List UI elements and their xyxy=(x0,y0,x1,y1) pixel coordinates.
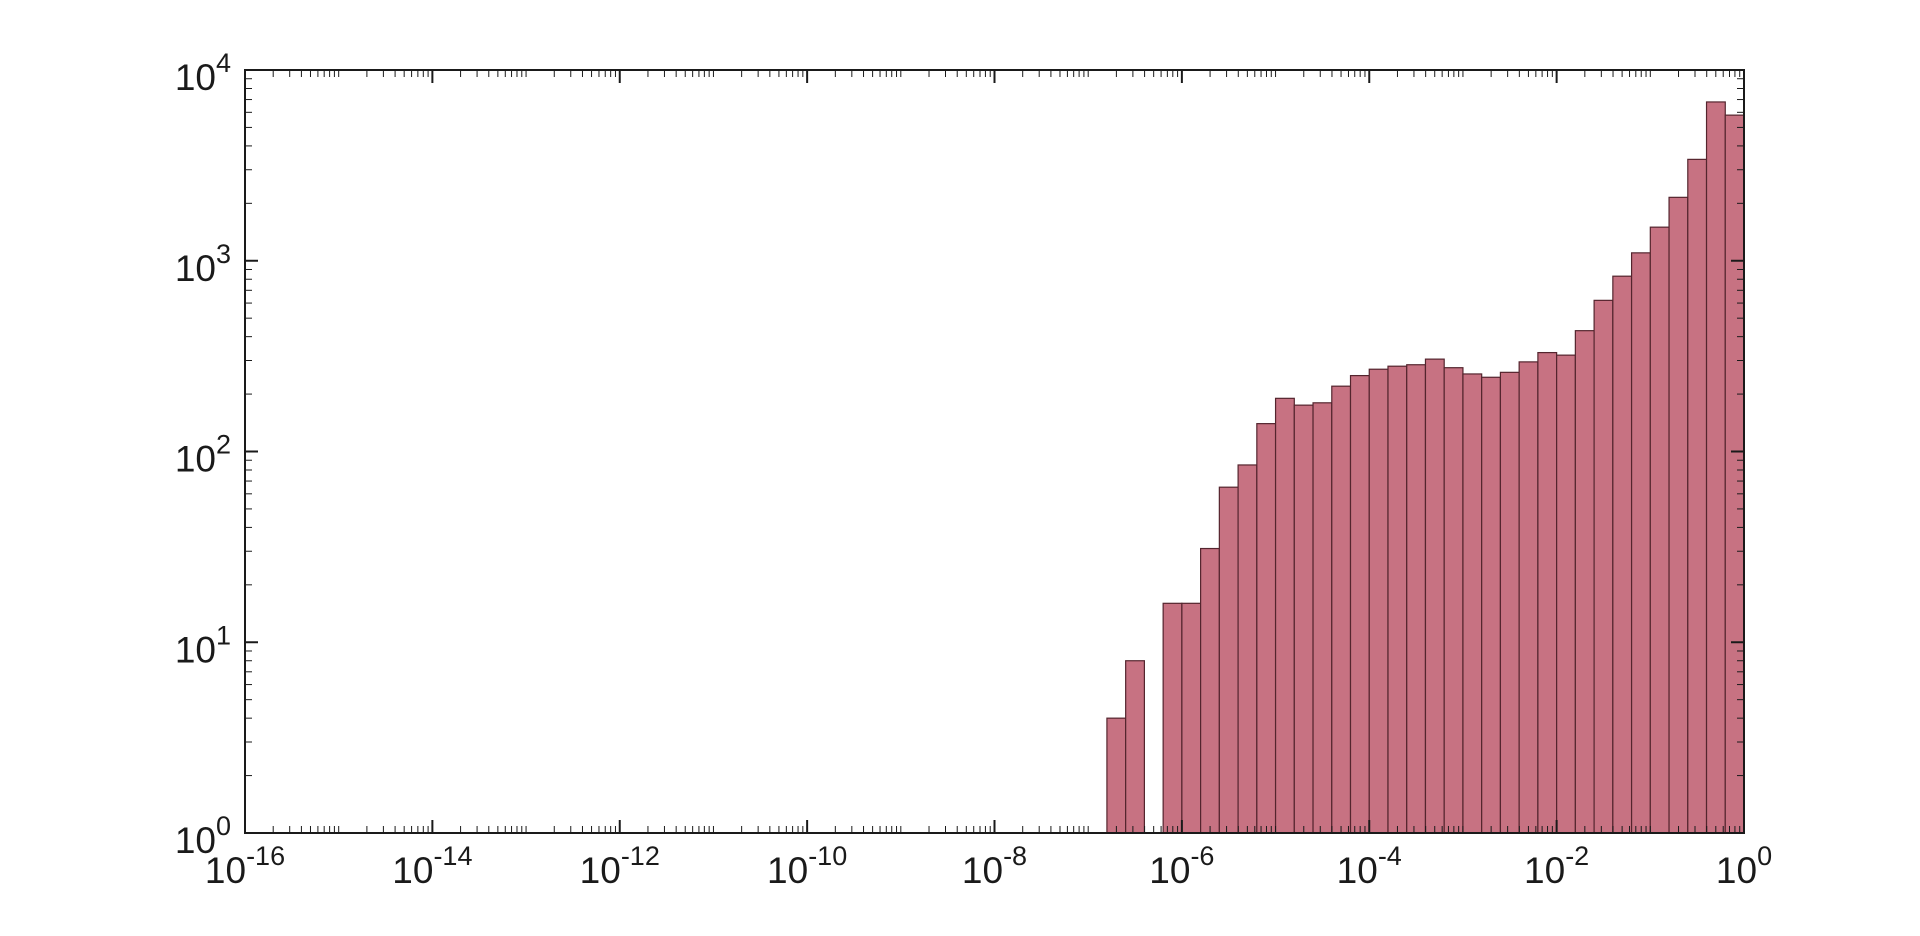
x-tick-label: 100 xyxy=(1716,841,1772,891)
histogram-bar xyxy=(1387,365,1408,834)
bars xyxy=(1106,101,1745,834)
tick-labels: 10-16 10-14 10-12 10-10 10-8 10-6 10-4 10-2 100 1… xyxy=(175,48,1772,891)
histogram-bar xyxy=(1274,397,1295,834)
y-tick-label: 104 xyxy=(175,48,231,98)
x-tick-label: 10-12 xyxy=(580,841,660,891)
histogram-bar xyxy=(1443,367,1464,834)
histogram-bar xyxy=(1649,226,1670,834)
y-tick-label: 103 xyxy=(175,239,231,289)
histogram-bar xyxy=(1293,404,1314,834)
axis-ticks xyxy=(244,69,1745,834)
histogram-bar xyxy=(1630,252,1651,834)
histogram-bar xyxy=(1462,373,1483,834)
histogram-bar xyxy=(1481,376,1502,834)
histogram-bar xyxy=(1256,423,1277,834)
histogram-bar xyxy=(1593,299,1614,834)
x-tick-label: 10-16 xyxy=(205,841,285,891)
histogram-bar xyxy=(1218,486,1239,834)
x-tick-label: 10-6 xyxy=(1149,841,1214,891)
histogram-bar xyxy=(1106,717,1127,834)
histogram-bar xyxy=(1537,351,1558,834)
histogram-bar xyxy=(1200,547,1220,834)
histogram-bar xyxy=(1331,385,1352,834)
y-tick-label: 100 xyxy=(175,811,231,861)
x-tick-label: 10-2 xyxy=(1524,841,1589,891)
histogram-bar xyxy=(1574,330,1595,834)
histogram-bar xyxy=(1181,602,1202,834)
histogram-bar xyxy=(1406,364,1427,834)
y-tick-label: 101 xyxy=(175,620,231,670)
histogram-bar xyxy=(1162,602,1183,834)
histogram-bar xyxy=(1125,660,1146,834)
histogram-bar xyxy=(1687,158,1708,834)
histogram-bar xyxy=(1499,371,1520,834)
histogram-bar xyxy=(1237,464,1258,834)
histogram-bar xyxy=(1724,114,1745,834)
x-tick-label: 10-10 xyxy=(767,841,847,891)
axis-box xyxy=(244,69,1745,834)
x-tick-label: 10-8 xyxy=(962,841,1027,891)
histogram-bar xyxy=(1705,101,1726,834)
x-tick-label: 10-14 xyxy=(392,841,472,891)
histogram-bar xyxy=(1349,374,1370,834)
histogram-bar xyxy=(1612,275,1633,834)
histogram-bar xyxy=(1424,358,1445,834)
y-tick-label: 102 xyxy=(175,430,231,480)
histogram-bar xyxy=(1556,354,1576,834)
histogram-bar xyxy=(1312,402,1333,834)
histogram-bar xyxy=(1368,368,1389,834)
x-tick-label: 10-4 xyxy=(1337,841,1402,891)
histogram-bar xyxy=(1668,196,1689,834)
histogram-bar xyxy=(1518,361,1539,834)
